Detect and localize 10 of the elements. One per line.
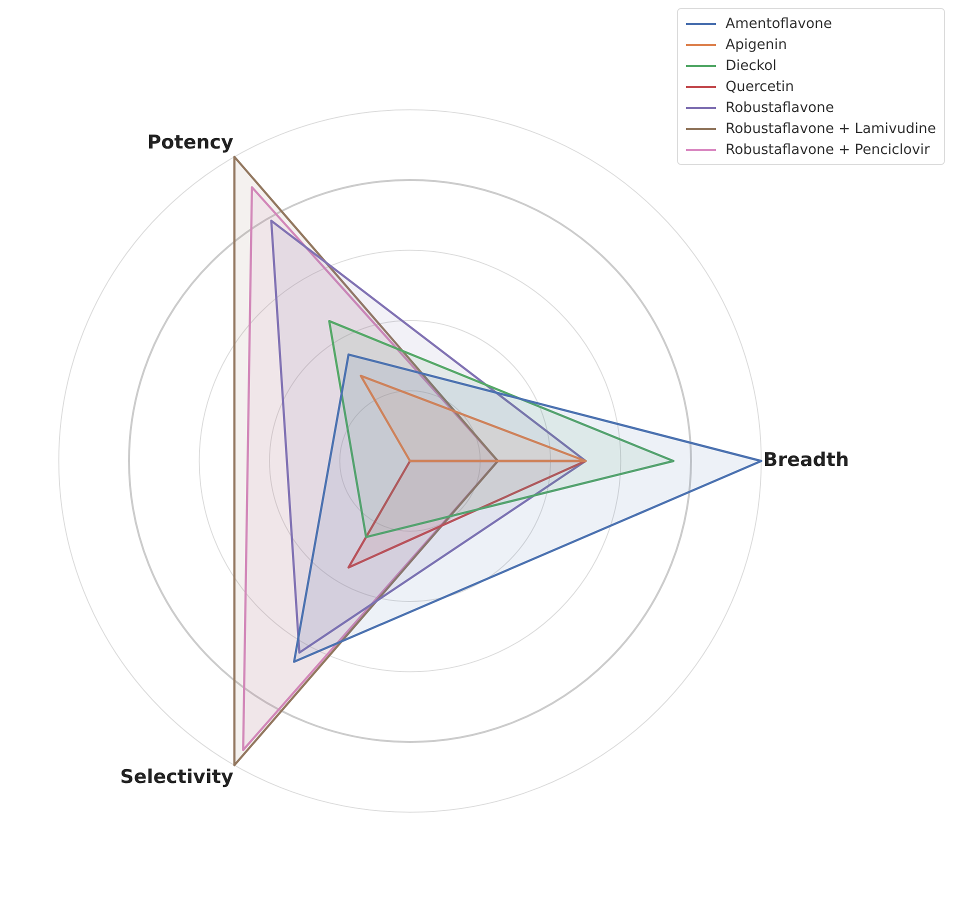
legend-label: Robustaflavone	[726, 100, 834, 116]
legend-label: Amentoflavone	[726, 16, 832, 32]
legend-label: Robustaflavone + Lamivudine	[726, 120, 936, 136]
legend-label: Robustaflavone + Penciclovir	[726, 142, 930, 158]
legend-label: Dieckol	[726, 58, 777, 74]
spoke-label: Breadth	[763, 448, 850, 471]
spoke-label: Potency	[147, 132, 234, 154]
legend-label: Quercetin	[726, 78, 794, 94]
spoke-label: Selectivity	[120, 766, 234, 788]
legend-label: Apigenin	[726, 36, 788, 52]
